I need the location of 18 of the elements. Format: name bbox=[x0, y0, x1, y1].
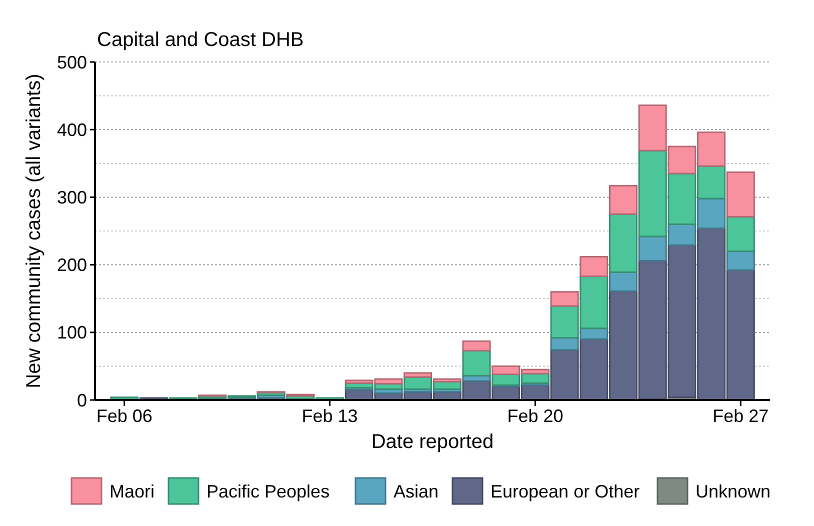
legend-label: Pacific Peoples bbox=[206, 481, 330, 502]
y-axis-title: New community cases (all variants) bbox=[23, 74, 45, 388]
y-tick-label: 500 bbox=[56, 52, 87, 72]
y-tick-label: 100 bbox=[56, 322, 87, 343]
legend-label: Maori bbox=[110, 481, 155, 502]
legend-label: Asian bbox=[394, 481, 439, 502]
x-tick-label: Feb 20 bbox=[507, 406, 564, 426]
x-tick-label: Feb 27 bbox=[712, 406, 769, 426]
legend-label: Unknown bbox=[696, 481, 771, 502]
legend-label: European or Other bbox=[490, 481, 640, 502]
chart-title: Capital and Coast DHB bbox=[97, 29, 304, 51]
y-tick-label: 200 bbox=[56, 255, 87, 276]
x-tick-label: Feb 13 bbox=[302, 406, 358, 426]
y-tick-label: 300 bbox=[56, 188, 87, 208]
x-tick-label: Feb 06 bbox=[96, 406, 152, 426]
y-tick-label: 400 bbox=[56, 120, 87, 140]
y-tick-label: 0 bbox=[76, 390, 87, 410]
x-axis-title: Date reported bbox=[371, 431, 494, 453]
